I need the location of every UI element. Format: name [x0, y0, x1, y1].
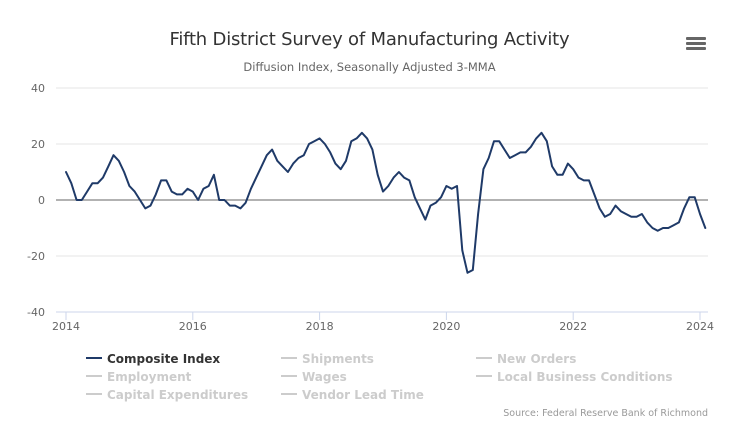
- x-tick-label: 2016: [179, 320, 207, 333]
- legend-line-icon: [476, 356, 492, 359]
- legend-item-shipments[interactable]: Shipments: [281, 352, 374, 366]
- x-tick-label: 2018: [306, 320, 334, 333]
- y-tick-label: 20: [31, 138, 45, 151]
- legend-item-local-business-conditions[interactable]: Local Business Conditions: [476, 370, 673, 384]
- y-tick-label: -20: [27, 250, 45, 263]
- legend-item-employment[interactable]: Employment: [86, 370, 191, 384]
- legend-label: Wages: [302, 370, 347, 384]
- legend-item-composite-index[interactable]: Composite Index: [86, 352, 220, 366]
- legend-item-wages[interactable]: Wages: [281, 370, 347, 384]
- x-tick-label: 2024: [686, 320, 714, 333]
- x-tick-label: 2014: [52, 320, 80, 333]
- line-chart: 40 20 0 -20 -40 2014 2016 2018 2020 2022 2024: [27, 82, 714, 333]
- hamburger-menu-icon: [686, 37, 706, 40]
- legend-label: Vendor Lead Time: [302, 388, 424, 402]
- legend-line-icon: [281, 392, 297, 395]
- series-line-composite-index[interactable]: [65, 131, 707, 274]
- hamburger-menu-icon-bar: [686, 47, 706, 50]
- legend-item-vendor-lead-time[interactable]: Vendor Lead Time: [281, 388, 424, 402]
- y-tick-label: 0: [38, 194, 45, 207]
- legend-item-capital-expenditures[interactable]: Capital Expenditures: [86, 388, 248, 402]
- y-tick-label: 40: [31, 82, 45, 95]
- chart-context-menu-button[interactable]: [686, 37, 706, 53]
- legend-label: New Orders: [497, 352, 577, 366]
- legend-label: Capital Expenditures: [107, 388, 249, 402]
- legend-line-icon: [476, 374, 492, 377]
- legend-line-icon: [281, 356, 297, 359]
- y-tick-label: -40: [27, 306, 45, 319]
- x-tick-label: 2022: [559, 320, 587, 333]
- legend-line-icon: [86, 356, 102, 359]
- legend-label: Local Business Conditions: [497, 370, 673, 384]
- legend-label: Composite Index: [107, 352, 221, 366]
- source-note: Source: Federal Reserve Bank of Richmond: [503, 408, 708, 419]
- chart-subtitle: Diffusion Index, Seasonally Adjusted 3-M…: [243, 60, 496, 74]
- x-tick-label: 2020: [432, 320, 460, 333]
- chart-title: Fifth District Survey of Manufacturing A…: [169, 29, 570, 50]
- legend-label: Shipments: [302, 352, 374, 366]
- legend-line-icon: [86, 392, 102, 395]
- legend-item-new-orders[interactable]: New Orders: [476, 352, 576, 366]
- legend-label: Employment: [107, 370, 192, 384]
- legend-line-icon: [86, 374, 102, 377]
- legend-line-icon: [281, 374, 297, 377]
- hamburger-menu-icon-bar: [686, 42, 706, 45]
